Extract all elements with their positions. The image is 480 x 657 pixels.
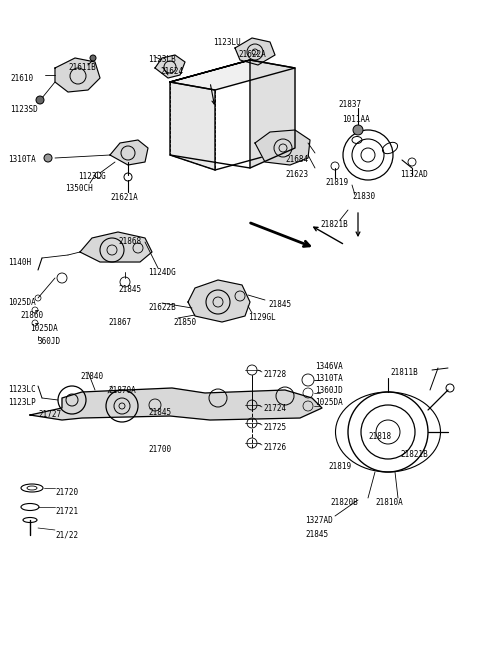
Text: 1140H: 1140H: [8, 258, 31, 267]
Text: 21811B: 21811B: [390, 368, 418, 377]
Text: 1346VA: 1346VA: [315, 362, 343, 371]
Circle shape: [36, 96, 44, 104]
Polygon shape: [170, 60, 295, 90]
Text: 1310TA: 1310TA: [8, 155, 36, 164]
Circle shape: [353, 125, 363, 135]
Text: 1327AD: 1327AD: [305, 516, 333, 525]
Polygon shape: [55, 58, 100, 92]
Text: 21845: 21845: [148, 408, 171, 417]
Text: 21622A: 21622A: [238, 50, 266, 59]
Polygon shape: [80, 232, 152, 262]
Text: 21868: 21868: [118, 237, 141, 246]
Text: 1123LG: 1123LG: [78, 172, 106, 181]
Text: 21700: 21700: [148, 445, 171, 454]
Text: 21830: 21830: [352, 192, 375, 201]
Text: 21/22: 21/22: [55, 530, 78, 539]
Text: 1123LC: 1123LC: [8, 385, 36, 394]
Text: 21624: 21624: [160, 67, 183, 76]
Text: 21611B: 21611B: [68, 63, 96, 72]
Text: 21610: 21610: [10, 74, 33, 83]
Text: 1129GL: 1129GL: [248, 313, 276, 322]
Text: 1025DA: 1025DA: [315, 398, 343, 407]
Text: 21840: 21840: [80, 372, 103, 381]
Circle shape: [44, 154, 52, 162]
Text: 1011AA: 1011AA: [342, 115, 370, 124]
Text: 1025DA: 1025DA: [8, 298, 36, 307]
Text: 21621A: 21621A: [110, 193, 138, 202]
Text: 1123LU: 1123LU: [213, 38, 241, 47]
Text: 21845: 21845: [305, 530, 328, 539]
Text: 1123LB: 1123LB: [148, 55, 176, 64]
Text: 21725: 21725: [263, 423, 286, 432]
Polygon shape: [155, 55, 185, 78]
Text: 21810A: 21810A: [375, 498, 403, 507]
Text: 21721: 21721: [55, 507, 78, 516]
Text: 1360JD: 1360JD: [315, 386, 343, 395]
Text: 21860: 21860: [20, 311, 43, 320]
Text: 21724: 21724: [263, 404, 286, 413]
Text: 21727: 21727: [38, 410, 61, 419]
Text: 1350CH: 1350CH: [65, 184, 93, 193]
Text: 1310TA: 1310TA: [315, 374, 343, 383]
Text: 21867: 21867: [108, 318, 131, 327]
Text: 1123LP: 1123LP: [8, 398, 36, 407]
Polygon shape: [235, 38, 275, 65]
Text: 21623: 21623: [285, 170, 308, 179]
Text: 21837: 21837: [338, 100, 361, 109]
Polygon shape: [188, 280, 250, 322]
Text: 21820B: 21820B: [330, 498, 358, 507]
Text: 21845: 21845: [118, 285, 141, 294]
Polygon shape: [250, 60, 295, 168]
Text: 21845: 21845: [268, 300, 291, 309]
Text: 1025DA: 1025DA: [30, 324, 58, 333]
Text: 21850: 21850: [173, 318, 196, 327]
Text: 1132AD: 1132AD: [400, 170, 428, 179]
Text: 21821B: 21821B: [400, 450, 428, 459]
Polygon shape: [110, 140, 148, 165]
Polygon shape: [170, 60, 250, 82]
Text: 1123SD: 1123SD: [10, 105, 38, 114]
Text: 21818: 21818: [368, 432, 391, 441]
Text: 21728: 21728: [263, 370, 286, 379]
Polygon shape: [255, 130, 310, 165]
Text: 21720: 21720: [55, 488, 78, 497]
Text: 21819: 21819: [325, 178, 348, 187]
Polygon shape: [170, 82, 215, 170]
Text: 21821B: 21821B: [320, 220, 348, 229]
Text: 21819: 21819: [328, 462, 351, 471]
Text: 21622B: 21622B: [148, 303, 176, 312]
Text: 21684: 21684: [285, 155, 308, 164]
Text: 21726: 21726: [263, 443, 286, 452]
Text: 1124DG: 1124DG: [148, 268, 176, 277]
Text: 360JD: 360JD: [38, 337, 61, 346]
Text: 21870A: 21870A: [108, 386, 136, 395]
Circle shape: [90, 55, 96, 61]
Polygon shape: [30, 388, 322, 420]
